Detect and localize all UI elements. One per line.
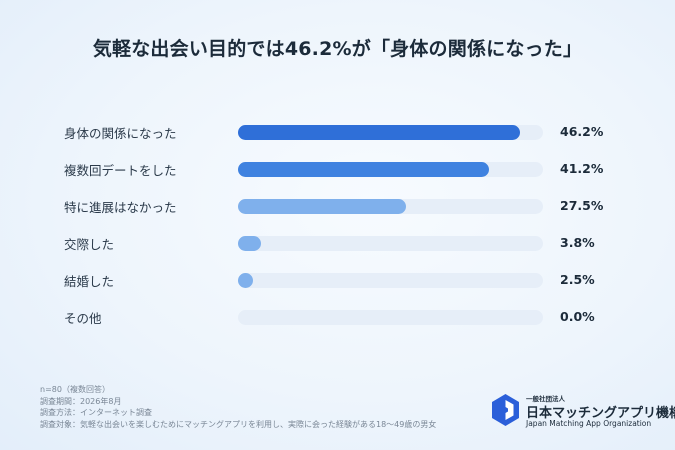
value-label: 46.2% xyxy=(560,124,604,139)
bar-track xyxy=(238,236,543,251)
bar xyxy=(238,125,520,140)
bar-track xyxy=(238,199,543,214)
bar-row: 身体の関係になった 46.2% xyxy=(0,121,675,143)
note-survey-period: 調査期間：2026年8月 xyxy=(40,396,122,406)
bar-row: 結婚した 2.5% xyxy=(0,269,675,291)
category-label: 特に進展はなかった xyxy=(64,200,177,215)
category-label: その他 xyxy=(64,311,102,326)
note-survey-target: 調査対象：気軽な出会いを楽しむためにマッチングアプリを利用し、実際に会った経験が… xyxy=(40,419,437,429)
logo-org-type: 一般社団法人 xyxy=(526,395,565,403)
bar xyxy=(238,162,490,177)
value-label: 3.8% xyxy=(560,235,595,250)
value-label: 0.0% xyxy=(560,309,595,324)
logo-org-name-en: Japan Matching App Organization xyxy=(526,419,652,428)
logo-org-name: 日本マッチングアプリ機構 xyxy=(526,406,675,421)
note-sample-size: n=80（複数回答） xyxy=(40,385,110,394)
organization-logo: 一般社団法人 日本マッチングアプリ機構 Japan Matching App O… xyxy=(492,393,675,429)
bar-row: その他 0.0% xyxy=(0,306,675,328)
bar-track xyxy=(238,310,543,325)
note-survey-method: 調査方法：インターネット調査 xyxy=(40,408,152,417)
chart-title: 気軽な出会い目的では46.2%が「身体の関係になった」 xyxy=(92,38,583,60)
value-label: 27.5% xyxy=(560,198,604,213)
bar xyxy=(238,236,262,251)
category-label: 結婚した xyxy=(64,274,115,289)
category-label: 複数回デートをした xyxy=(64,163,177,178)
bar-track xyxy=(238,125,543,140)
category-label: 交際した xyxy=(64,237,115,252)
value-label: 2.5% xyxy=(560,272,595,287)
value-label: 41.2% xyxy=(560,161,604,176)
bar-track xyxy=(238,162,543,177)
bar xyxy=(238,273,254,288)
bar xyxy=(238,199,406,214)
category-label: 身体の関係になった xyxy=(64,126,177,141)
bar-row: 複数回デートをした 41.2% xyxy=(0,158,675,180)
bar-row: 交際した 3.8% xyxy=(0,232,675,254)
logo-mark-icon xyxy=(492,394,519,426)
bar-track xyxy=(238,273,543,288)
survey-notes: n=80（複数回答） 調査期間：2026年8月 調査方法：インターネット調査 調… xyxy=(40,384,436,430)
bar-row: 特に進展はなかった 27.5% xyxy=(0,195,675,217)
